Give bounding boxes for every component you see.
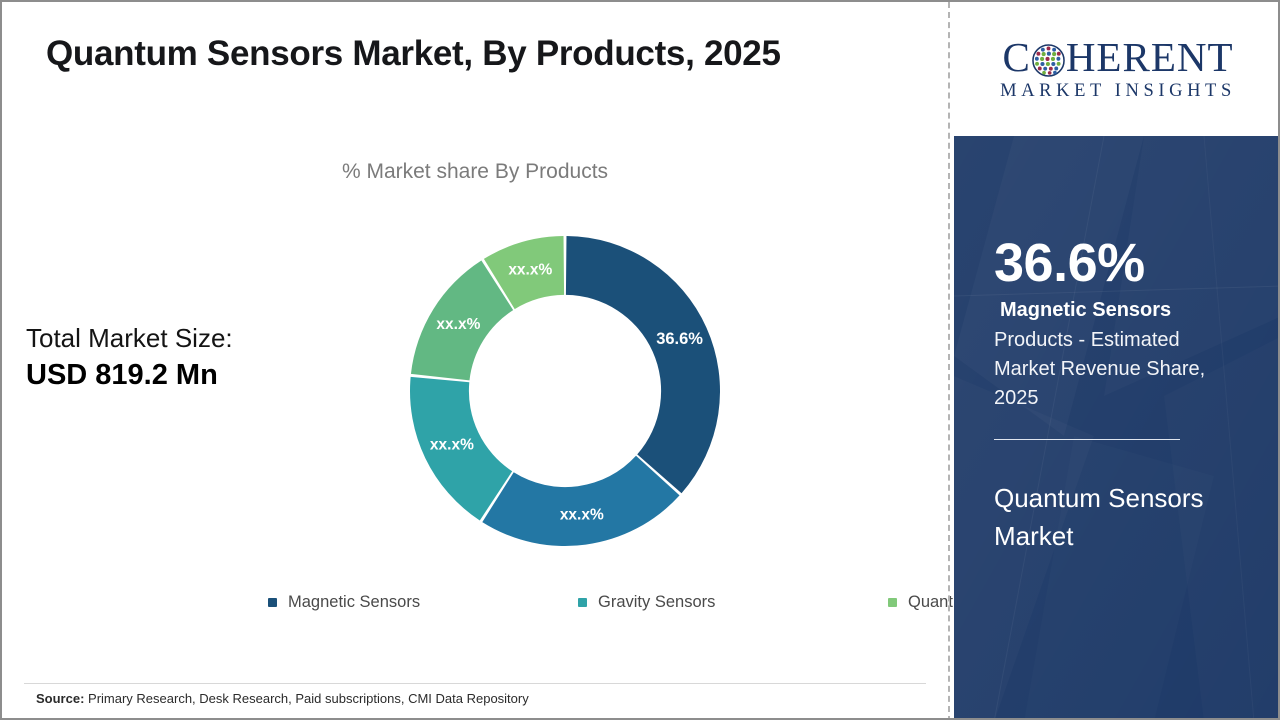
legend-item-label: Gravity Sensors (598, 593, 716, 611)
legend-item[interactable]: Gravity Sensors (578, 587, 888, 618)
legend-item[interactable]: Magnetic Sensors (268, 587, 578, 618)
highlight-content: 36.6% Magnetic Sensors Products - Estima… (994, 236, 1246, 555)
globe-dots-icon (1032, 43, 1065, 78)
highlight-percent: 36.6% (994, 233, 1145, 293)
source-line: Source: Primary Research, Desk Research,… (36, 691, 529, 706)
brand-logo-tagline: MARKET INSIGHTS (1000, 81, 1236, 102)
donut-slice[interactable] (410, 376, 513, 521)
chart-legend: Magnetic Sensors Gravity Sensors Quantum… (268, 587, 1278, 618)
total-market-size-label: Total Market Size: (26, 323, 233, 353)
brand-logo-letters-herent: HERENT (1065, 34, 1234, 81)
source-label: Source: (36, 691, 85, 706)
highlight-panel: C (954, 2, 1278, 718)
donut-label-group: 36.6% xx.x% xx.x% xx.x% xx.x% (430, 261, 703, 523)
donut-slice[interactable] (482, 455, 680, 546)
brand-logo[interactable]: C (954, 2, 1278, 136)
donut-slice[interactable] (565, 236, 720, 494)
background-texture (954, 136, 1278, 718)
legend-swatch-icon (578, 598, 587, 607)
source-divider (24, 683, 926, 684)
legend-swatch-icon (888, 598, 897, 607)
donut-slice-label: xx.x% (508, 261, 552, 278)
total-market-size-block: Total Market Size: USD 819.2 Mn (26, 322, 316, 393)
brand-logo-letter-c: C (1002, 34, 1031, 81)
highlight-segment-name: Magnetic Sensors (1000, 299, 1172, 321)
market-name: Quantum Sensors Market (994, 483, 1204, 551)
highlight-description: Products - Estimated Market Revenue Shar… (994, 329, 1206, 409)
total-market-size-value: USD 819.2 Mn (26, 358, 218, 391)
donut-slice-label: 36.6% (656, 330, 703, 348)
donut-slice[interactable] (410, 260, 514, 381)
donut-slice[interactable] (483, 236, 565, 310)
chart-subtitle: % Market share By Products (341, 160, 609, 183)
panel-divider (948, 2, 950, 718)
donut-slice-label: xx.x% (430, 436, 474, 453)
highlight-navy-box: 36.6% Magnetic Sensors Products - Estima… (954, 136, 1278, 718)
legend-item-label: Magnetic Sensors (288, 593, 421, 611)
highlight-divider (994, 439, 1180, 440)
legend-swatch-icon (268, 598, 277, 607)
donut-slice-label: xx.x% (560, 506, 604, 523)
page-title: Quantum Sensors Market, By Products, 202… (46, 34, 781, 73)
donut-chart: 36.6% xx.x% xx.x% xx.x% xx.x% (405, 220, 725, 562)
donut-slice-label: xx.x% (436, 316, 480, 333)
brand-logo-wordmark: C (1002, 37, 1233, 78)
donut-chart-svg: 36.6% xx.x% xx.x% xx.x% xx.x% (410, 236, 720, 546)
donut-slice-group (410, 236, 720, 546)
source-text: Primary Research, Desk Research, Paid su… (84, 691, 529, 706)
